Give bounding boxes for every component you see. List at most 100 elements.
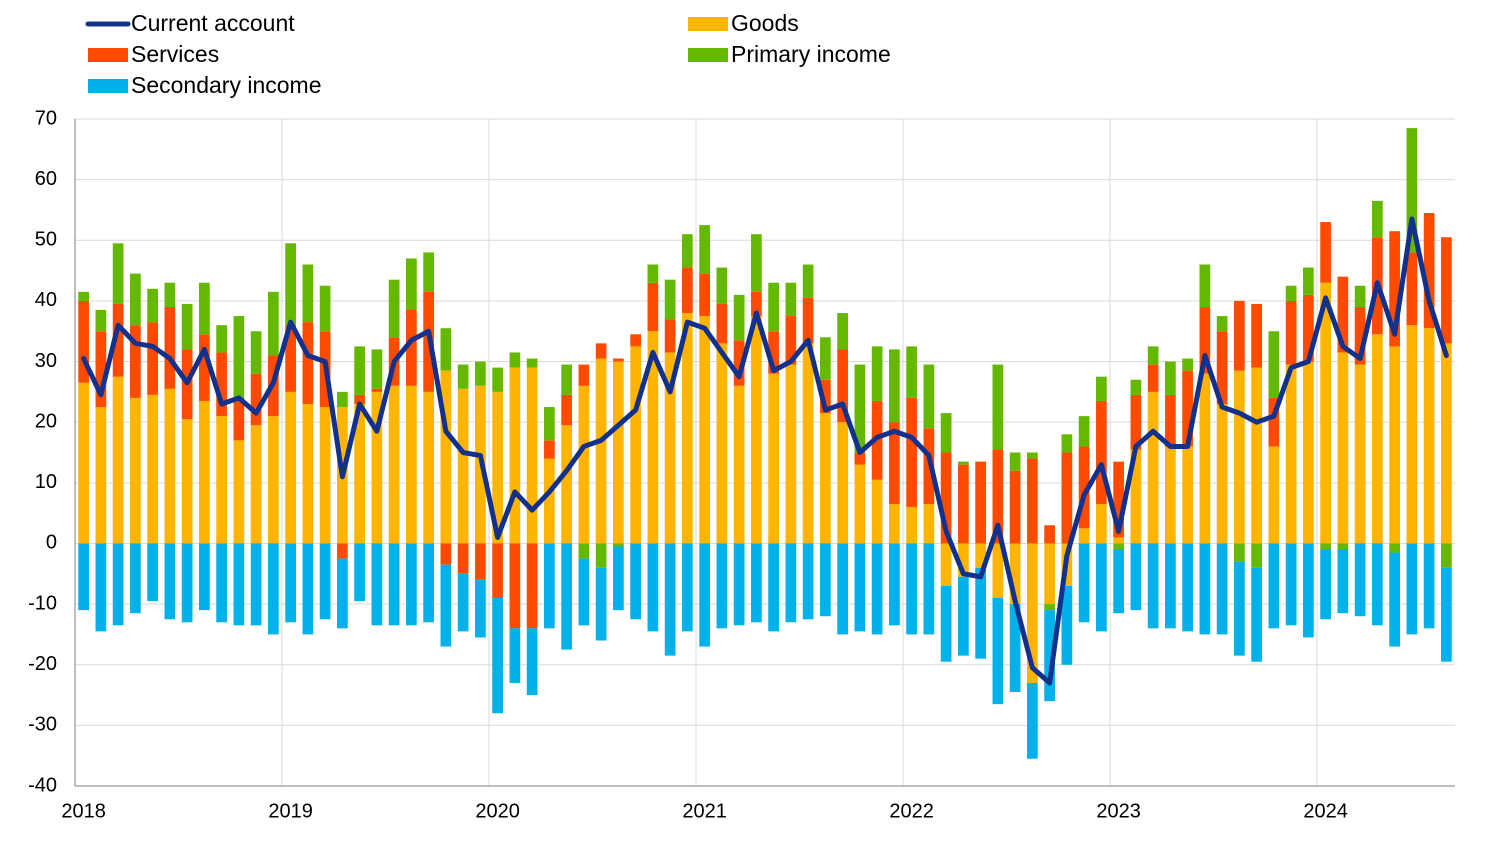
- legend: Current account Goods Services Primary inco…: [85, 10, 891, 98]
- bar: [733, 340, 745, 386]
- lines: [81, 216, 1449, 686]
- bar: [1130, 379, 1142, 395]
- bar: [1441, 237, 1452, 344]
- bar: [388, 385, 400, 544]
- bar: [820, 543, 831, 617]
- bar: [199, 334, 210, 401]
- bar: [526, 367, 538, 544]
- bar: [1251, 367, 1262, 544]
- bar: [958, 576, 969, 656]
- bar: [630, 346, 641, 544]
- bar: [233, 440, 245, 544]
- bar: [492, 391, 503, 544]
- bar: [544, 440, 555, 459]
- bar: [1234, 543, 1245, 562]
- bar: [889, 504, 900, 544]
- bar: [1130, 543, 1142, 611]
- legend-swatch: [88, 48, 128, 62]
- bar: [871, 479, 883, 544]
- bar: [1320, 282, 1331, 544]
- bar: [664, 543, 676, 656]
- bar: [785, 543, 797, 623]
- bar: [716, 343, 728, 544]
- bar: [613, 358, 624, 362]
- bar: [1423, 212, 1435, 329]
- bar: [164, 543, 176, 620]
- bar: [613, 361, 624, 544]
- bar: [1113, 549, 1124, 614]
- bar: [785, 364, 797, 544]
- grid: [74, 118, 1455, 787]
- bar: [1130, 394, 1142, 450]
- bar: [1199, 264, 1211, 307]
- bar: [664, 319, 676, 353]
- bar: [820, 379, 831, 414]
- bar: [423, 252, 434, 292]
- bar: [337, 558, 348, 629]
- y-tick-label: -20: [28, 653, 57, 675]
- bar: [544, 407, 555, 441]
- bar: [975, 567, 986, 659]
- bar: [1337, 543, 1349, 550]
- bar: [285, 243, 296, 326]
- bar: [802, 264, 814, 298]
- bar: [768, 282, 779, 332]
- bar: [457, 364, 469, 389]
- bar: [78, 543, 89, 611]
- bar: [216, 352, 227, 417]
- bar: [268, 543, 279, 635]
- bar: [78, 300, 89, 383]
- bar: [130, 273, 141, 326]
- bar: [682, 313, 693, 544]
- bar: [630, 334, 641, 347]
- bar: [147, 288, 158, 323]
- bar: [302, 543, 314, 635]
- legend-label: Secondary income: [131, 72, 322, 98]
- bar: [112, 543, 124, 626]
- y-tick-label: 0: [46, 532, 57, 554]
- bar: [768, 331, 779, 374]
- bar: [1182, 358, 1193, 371]
- bar: [423, 391, 434, 544]
- bar: [457, 543, 469, 574]
- bar: [406, 258, 417, 311]
- bar: [1165, 361, 1176, 395]
- legend-label: Primary income: [731, 41, 891, 67]
- bar: [112, 376, 124, 544]
- bar: [1078, 543, 1090, 623]
- bar: [354, 543, 365, 602]
- bar: [1372, 543, 1383, 626]
- bar: [1354, 306, 1366, 365]
- legend-swatch: [688, 48, 728, 62]
- bar: [354, 394, 365, 404]
- bar: [768, 373, 779, 544]
- bar: [578, 543, 590, 559]
- bar: [371, 391, 383, 544]
- bar: [1165, 394, 1176, 447]
- axes: -40 -30 -20 -10 0 10 20 30 40 50 60 70 2018 2019 2020 2…: [28, 107, 1455, 822]
- bar: [975, 543, 986, 568]
- bar: [613, 546, 624, 611]
- y-tick-label: 50: [35, 229, 57, 251]
- legend-swatch: [88, 79, 128, 93]
- bar: [95, 331, 107, 408]
- bar: [181, 543, 193, 623]
- bar: [1199, 543, 1211, 635]
- bar: [578, 364, 590, 386]
- bar: [1268, 446, 1280, 544]
- bar: [492, 598, 503, 714]
- bar: [751, 234, 762, 292]
- bar: [716, 303, 728, 344]
- bar: [906, 543, 917, 635]
- bar: [268, 416, 279, 544]
- bar: [1044, 610, 1055, 702]
- y-tick-label: 70: [35, 107, 57, 129]
- x-tick-label: 2019: [268, 800, 313, 822]
- bar: [233, 543, 245, 626]
- bar: [78, 382, 89, 544]
- bar: [871, 543, 883, 635]
- bar: [1303, 543, 1314, 638]
- bar: [595, 358, 607, 544]
- bar: [768, 543, 779, 632]
